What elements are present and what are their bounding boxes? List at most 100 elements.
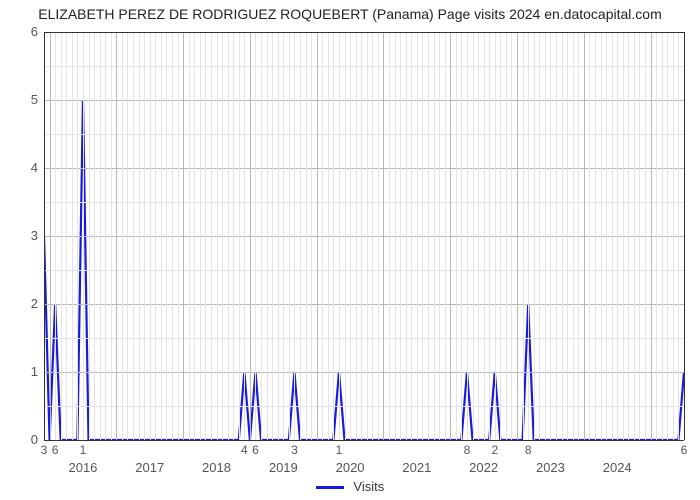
grid-minor-v: [77, 32, 78, 440]
grid-minor-v: [66, 32, 67, 440]
ytick-label: 2: [14, 296, 38, 311]
grid-minor-v: [283, 32, 284, 440]
point-value-label: 2: [491, 443, 498, 457]
grid-minor-v: [612, 32, 613, 440]
grid-minor-v: [178, 32, 179, 440]
grid-minor-v: [606, 32, 607, 440]
point-value-label: 4: [241, 443, 248, 457]
grid-minor-v: [528, 32, 529, 440]
point-value-label: 3: [291, 443, 298, 457]
ytick-label: 6: [14, 24, 38, 39]
point-value-label: 6: [681, 443, 688, 457]
grid-minor-v: [539, 32, 540, 440]
grid-minor-h: [44, 202, 684, 203]
grid-minor-v: [489, 32, 490, 440]
grid-major-v: [651, 32, 652, 440]
ytick-label: 5: [14, 92, 38, 107]
grid-minor-v: [634, 32, 635, 440]
grid-minor-v: [228, 32, 229, 440]
grid-minor-v: [656, 32, 657, 440]
chart-title: ELIZABETH PEREZ DE RODRIGUEZ ROQUEBERT (…: [0, 6, 700, 22]
ytick-label: 0: [14, 432, 38, 447]
grid-minor-v: [111, 32, 112, 440]
grid-minor-v: [83, 32, 84, 440]
grid-minor-h: [44, 406, 684, 407]
grid-minor-v: [100, 32, 101, 440]
grid-minor-v: [573, 32, 574, 440]
xtick-label: 2022: [469, 460, 498, 475]
grid-minor-v: [211, 32, 212, 440]
grid-minor-v: [122, 32, 123, 440]
grid-minor-v: [155, 32, 156, 440]
grid-minor-v: [339, 32, 340, 440]
grid-minor-v: [328, 32, 329, 440]
grid-major-v: [116, 32, 117, 440]
grid-minor-v: [506, 32, 507, 440]
grid-minor-v: [639, 32, 640, 440]
grid-minor-v: [417, 32, 418, 440]
grid-minor-v: [61, 32, 62, 440]
grid-minor-v: [289, 32, 290, 440]
grid-minor-v: [278, 32, 279, 440]
point-value-label: 8: [464, 443, 471, 457]
grid-minor-v: [133, 32, 134, 440]
grid-minor-v: [645, 32, 646, 440]
grid-major-h: [44, 100, 684, 101]
axis-border: [44, 440, 684, 441]
grid-minor-h: [44, 338, 684, 339]
grid-major-h: [44, 304, 684, 305]
xtick-label: 2024: [603, 460, 632, 475]
point-value-label: 8: [525, 443, 532, 457]
plot-area: 0123456201620172018201920202021202220232…: [44, 32, 684, 440]
grid-major-v: [584, 32, 585, 440]
visits-chart: ELIZABETH PEREZ DE RODRIGUEZ ROQUEBERT (…: [0, 0, 700, 500]
grid-minor-v: [461, 32, 462, 440]
ytick-label: 4: [14, 160, 38, 175]
grid-minor-v: [55, 32, 56, 440]
legend-label: Visits: [353, 479, 384, 494]
grid-minor-v: [356, 32, 357, 440]
grid-minor-v: [361, 32, 362, 440]
ytick-label: 3: [14, 228, 38, 243]
grid-minor-v: [545, 32, 546, 440]
legend: Visits: [0, 479, 700, 494]
grid-minor-v: [567, 32, 568, 440]
grid-minor-v: [239, 32, 240, 440]
ytick-label: 1: [14, 364, 38, 379]
grid-minor-v: [411, 32, 412, 440]
xtick-label: 2017: [135, 460, 164, 475]
grid-minor-v: [550, 32, 551, 440]
xtick-label: 2016: [68, 460, 97, 475]
grid-minor-v: [367, 32, 368, 440]
grid-minor-v: [556, 32, 557, 440]
grid-minor-v: [511, 32, 512, 440]
grid-major-v: [517, 32, 518, 440]
grid-minor-v: [127, 32, 128, 440]
grid-major-v: [450, 32, 451, 440]
grid-minor-v: [500, 32, 501, 440]
grid-minor-v: [144, 32, 145, 440]
xtick-label: 2019: [269, 460, 298, 475]
grid-minor-h: [44, 134, 684, 135]
grid-minor-v: [473, 32, 474, 440]
grid-minor-v: [678, 32, 679, 440]
grid-minor-v: [484, 32, 485, 440]
grid-minor-v: [94, 32, 95, 440]
grid-minor-v: [628, 32, 629, 440]
grid-minor-v: [422, 32, 423, 440]
grid-minor-v: [406, 32, 407, 440]
grid-minor-v: [161, 32, 162, 440]
grid-minor-v: [189, 32, 190, 440]
grid-major-v: [50, 32, 51, 440]
grid-minor-v: [89, 32, 90, 440]
grid-minor-v: [200, 32, 201, 440]
grid-minor-v: [194, 32, 195, 440]
grid-minor-v: [595, 32, 596, 440]
xtick-label: 2021: [402, 460, 431, 475]
grid-minor-v: [267, 32, 268, 440]
grid-minor-v: [350, 32, 351, 440]
grid-minor-v: [139, 32, 140, 440]
point-value-label: 1: [80, 443, 87, 457]
point-value-label: 6: [252, 443, 259, 457]
grid-minor-v: [667, 32, 668, 440]
